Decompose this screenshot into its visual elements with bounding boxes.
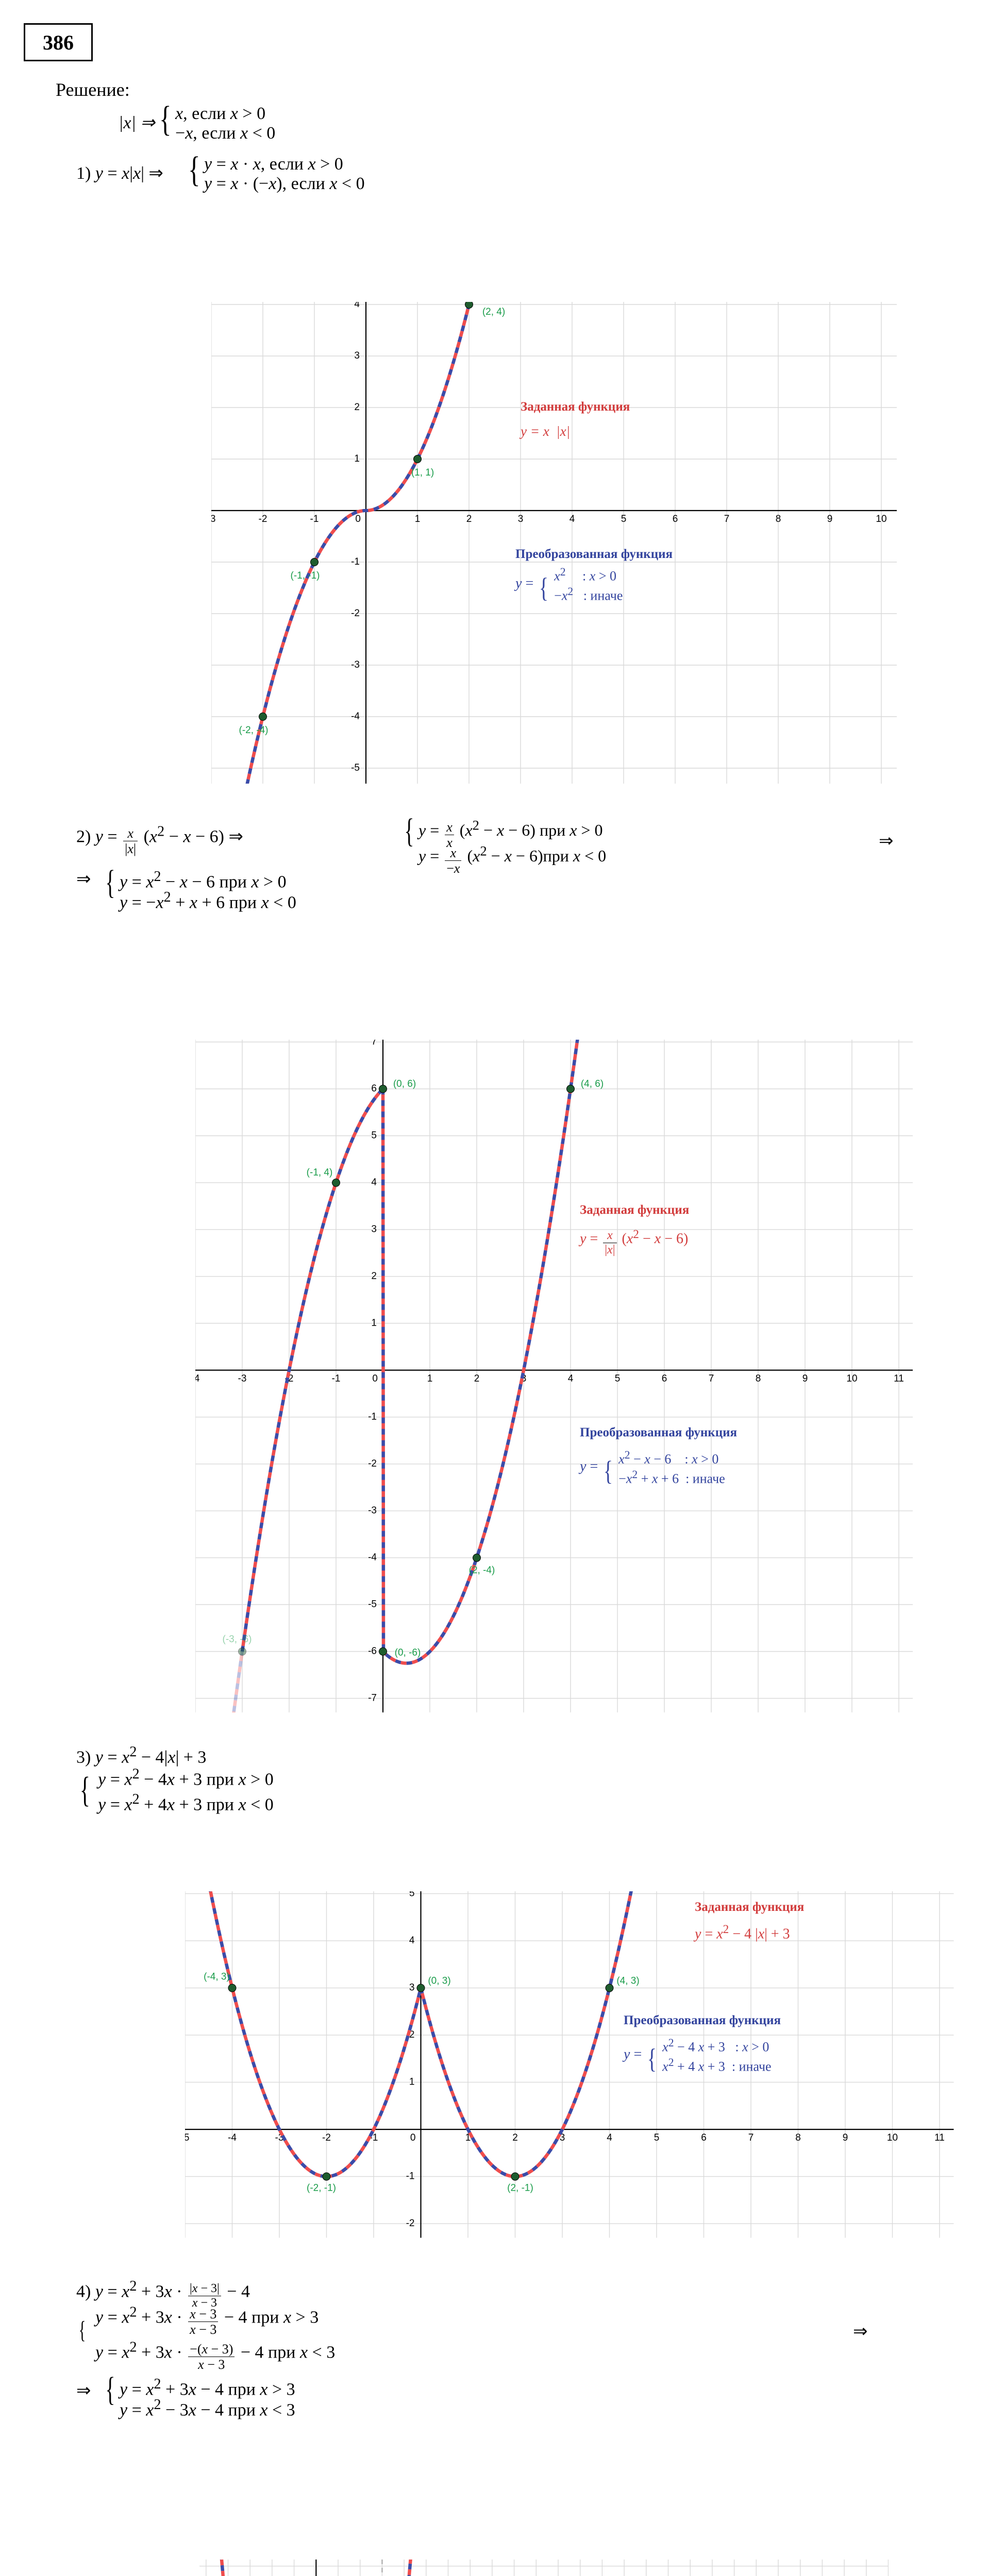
svg-text:-2: -2 [351,608,360,619]
svg-text:(2, -4): (2, -4) [469,1565,495,1576]
svg-text:-1: -1 [332,1373,341,1384]
svg-text:5: 5 [371,1130,377,1141]
svg-text:-1: -1 [310,514,319,524]
svg-text:3: 3 [518,514,524,524]
svg-text:1: 1 [415,514,421,524]
svg-text:(-2, -4): (-2, -4) [239,725,269,736]
svg-text:1: 1 [371,1317,377,1328]
svg-text:10: 10 [876,514,886,524]
svg-text:-7: -7 [368,1692,377,1703]
svg-text:-5: -5 [185,2132,189,2143]
svg-text:(-1, 4): (-1, 4) [307,1167,333,1178]
svg-text:-3: -3 [211,514,215,524]
svg-text:7: 7 [748,2132,754,2143]
svg-text:-4: -4 [351,711,360,722]
svg-text:2: 2 [371,1271,377,1282]
svg-text:7: 7 [371,1040,377,1047]
svg-text:-2: -2 [322,2132,331,2143]
svg-text:10: 10 [887,2132,898,2143]
svg-text:7: 7 [724,514,730,524]
svg-text:3: 3 [371,1224,377,1235]
svg-text:-3: -3 [238,1373,247,1384]
svg-text:6: 6 [662,1373,667,1384]
svg-text:4: 4 [354,302,360,310]
svg-text:-4: -4 [228,2132,237,2143]
svg-text:0: 0 [372,1373,378,1384]
svg-text:5: 5 [654,2132,660,2143]
svg-text:(0, 3): (0, 3) [428,1976,450,1987]
svg-text:-5: -5 [351,762,360,773]
svg-text:-4: -4 [195,1373,199,1384]
svg-text:1: 1 [354,453,360,464]
svg-text:2: 2 [512,2132,518,2143]
svg-text:(0, -6): (0, -6) [395,1647,421,1658]
svg-text:2: 2 [354,402,360,413]
svg-text:-5: -5 [368,1599,377,1609]
svg-text:3: 3 [354,350,360,361]
svg-text:5: 5 [409,1891,415,1899]
svg-text:8: 8 [776,514,781,524]
svg-text:-6: -6 [368,1646,377,1656]
svg-text:(-2, -1): (-2, -1) [307,2183,336,2194]
svg-text:4: 4 [409,1935,415,1946]
svg-text:2: 2 [466,514,472,524]
svg-text:9: 9 [827,514,833,524]
svg-text:11: 11 [894,1373,904,1384]
svg-text:-3: -3 [351,659,360,670]
svg-text:(1, 1): (1, 1) [411,467,434,478]
svg-text:1: 1 [427,1373,433,1384]
svg-text:5: 5 [621,514,627,524]
svg-text:-3: -3 [368,1505,377,1516]
svg-text:8: 8 [795,2132,801,2143]
svg-text:4: 4 [607,2132,612,2143]
svg-text:(-3, -6): (-3, -6) [223,1634,252,1645]
svg-text:(2, -1): (2, -1) [507,2183,533,2194]
svg-text:3: 3 [409,1982,415,1993]
svg-text:11: 11 [934,2132,945,2143]
svg-text:4: 4 [570,514,575,524]
svg-text:(2, 4): (2, 4) [482,307,505,317]
svg-text:4: 4 [371,1177,377,1188]
svg-text:(-1, -1): (-1, -1) [291,570,320,581]
svg-text:5: 5 [615,1373,621,1384]
svg-text:2: 2 [474,1373,480,1384]
svg-text:(4, 6): (4, 6) [581,1078,604,1089]
svg-text:-2: -2 [259,514,267,524]
svg-text:-2: -2 [406,2218,415,2229]
svg-text:-1: -1 [351,556,360,567]
svg-text:(0, 6): (0, 6) [393,1078,416,1089]
svg-text:-1: -1 [368,1412,377,1422]
svg-text:6: 6 [673,514,678,524]
svg-text:8: 8 [756,1373,761,1384]
svg-text:6: 6 [701,2132,707,2143]
svg-text:(-4, 3): (-4, 3) [204,1972,230,1982]
svg-text:0: 0 [410,2132,416,2143]
svg-text:(4, 3): (4, 3) [616,1976,639,1987]
svg-text:7: 7 [709,1373,714,1384]
svg-text:6: 6 [371,1083,377,1094]
svg-text:-1: -1 [406,2171,415,2182]
svg-text:10: 10 [846,1373,857,1384]
svg-text:0: 0 [355,514,361,524]
svg-text:1: 1 [409,2077,415,2088]
svg-text:4: 4 [568,1373,574,1384]
svg-text:-4: -4 [368,1552,377,1563]
svg-text:-2: -2 [368,1459,377,1469]
svg-text:9: 9 [802,1373,808,1384]
svg-text:9: 9 [843,2132,848,2143]
